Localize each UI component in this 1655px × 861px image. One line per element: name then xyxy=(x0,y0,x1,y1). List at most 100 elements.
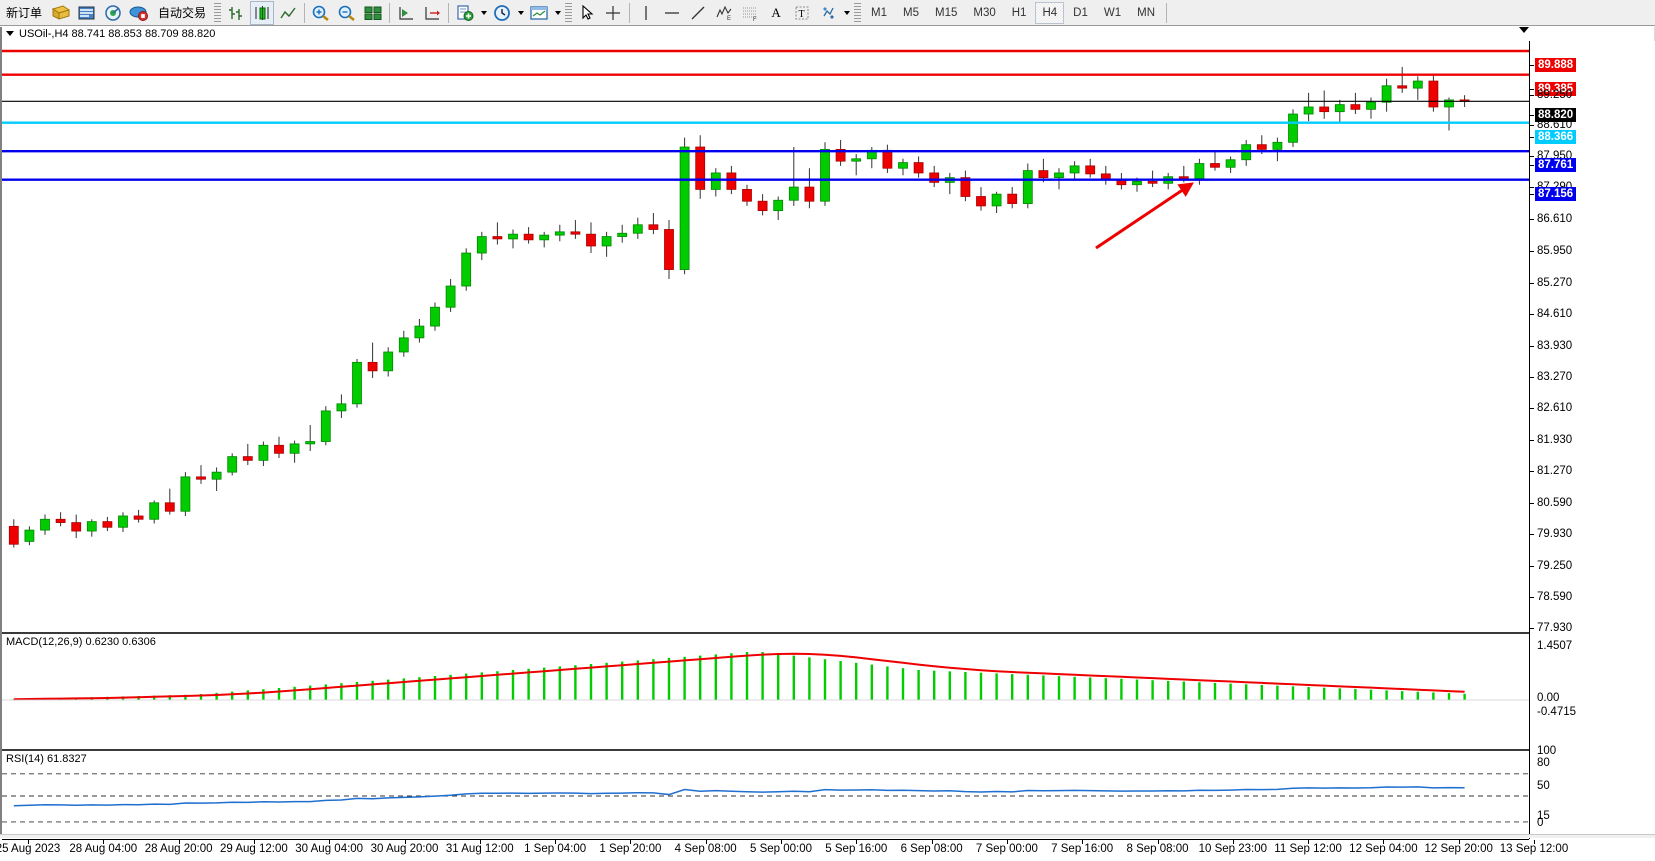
price-axis-label: 81.270 xyxy=(1537,465,1573,478)
templates-icon[interactable] xyxy=(527,1,551,25)
toolbar-group-charttype xyxy=(223,0,301,26)
price-tick xyxy=(1530,376,1534,378)
vline-icon[interactable] xyxy=(634,1,658,25)
new-order-button[interactable]: 新订单 xyxy=(1,1,47,25)
time-axis-label: 31 Aug 12:00 xyxy=(445,843,514,855)
price-tick xyxy=(1530,193,1534,195)
toolbar-separator xyxy=(448,2,450,23)
price-tick xyxy=(1530,219,1534,221)
price-tick xyxy=(1530,597,1534,599)
toolbar-grip[interactable] xyxy=(565,2,573,23)
indicators-dropdown-arrow[interactable] xyxy=(478,1,489,25)
time-axis-label: 28 Aug 20:00 xyxy=(144,843,213,855)
time-axis-label: 11 Sep 12:00 xyxy=(1274,843,1342,855)
rsi-axis-label: 50 xyxy=(1537,780,1550,792)
time-axis-label: 29 Aug 12:00 xyxy=(219,843,288,855)
collapse-caret-icon[interactable] xyxy=(1519,27,1529,33)
templates-dropdown-arrow[interactable] xyxy=(552,1,563,25)
autotrade-button[interactable]: 自动交易 xyxy=(153,1,211,25)
price-level-badge[interactable]: 88.366 xyxy=(1535,129,1577,144)
price-tick xyxy=(1530,566,1534,568)
time-axis-label: 30 Aug 20:00 xyxy=(370,843,439,855)
price-level-badge[interactable]: 89.385 xyxy=(1535,81,1577,96)
time-axis-label: 25 Aug 2023 xyxy=(0,843,61,855)
objects-dropdown-arrow[interactable] xyxy=(841,1,852,25)
elliott-wave-icon[interactable]: E xyxy=(712,1,736,25)
price-axis[interactable]: 89.888 89.385 89.250 88.820 88.610 88.366 87.9… xyxy=(1529,41,1655,839)
timeframe-h4[interactable]: H4 xyxy=(1035,1,1065,24)
toolbar-separator xyxy=(304,2,306,23)
timeframe-h1[interactable]: H1 xyxy=(1011,6,1027,19)
time-axis-label: 7 Sep 00:00 xyxy=(975,843,1038,855)
price-tick xyxy=(1530,125,1534,127)
timeframe-mn[interactable]: MN xyxy=(1137,6,1155,19)
price-tick xyxy=(1530,64,1534,66)
price-pane[interactable] xyxy=(2,41,1529,630)
time-axis-label: 1 Sep 04:00 xyxy=(524,843,587,855)
toolbar-grip[interactable] xyxy=(854,2,862,23)
price-tick xyxy=(1530,165,1534,167)
wallet-icon[interactable] xyxy=(49,1,73,25)
period-dropdown-arrow[interactable] xyxy=(515,1,526,25)
toolbar-separator xyxy=(629,2,631,23)
chart-shift-icon[interactable] xyxy=(420,1,444,25)
price-tick xyxy=(1530,407,1534,409)
price-tick xyxy=(1530,282,1534,284)
indicators-icon[interactable] xyxy=(453,1,477,25)
price-level-badge[interactable]: 89.888 xyxy=(1535,57,1577,72)
price-axis-label: 79.250 xyxy=(1537,560,1573,573)
timeframe-m15[interactable]: M15 xyxy=(935,6,958,19)
price-tick xyxy=(1530,136,1534,138)
zoom-in-icon[interactable] xyxy=(309,1,333,25)
terminal-icon[interactable] xyxy=(75,1,99,25)
time-axis-label: 1 Sep 20:00 xyxy=(599,843,662,855)
text-label-icon[interactable]: T xyxy=(790,1,814,25)
crosshair-icon[interactable] xyxy=(601,1,625,25)
timeframe-m30[interactable]: M30 xyxy=(973,6,996,19)
price-tick xyxy=(1530,187,1534,189)
toolbar-grip[interactable] xyxy=(214,2,222,23)
zoom-out-icon[interactable] xyxy=(335,1,359,25)
cursor-icon[interactable] xyxy=(575,1,599,25)
time-axis-label: 8 Sep 08:00 xyxy=(1126,843,1189,855)
time-axis[interactable]: 25 Aug 2023 28 Aug 04:00 28 Aug 20:00 29 Au… xyxy=(0,839,1568,861)
price-axis-label: 83.930 xyxy=(1537,339,1573,352)
autotrade-icon[interactable] xyxy=(127,1,151,25)
rsi-axis-label: 80 xyxy=(1537,757,1550,769)
tile-windows-icon[interactable] xyxy=(361,1,385,25)
rsi-axis-label: 15 xyxy=(1537,810,1550,822)
price-level-badge[interactable]: 87.156 xyxy=(1535,186,1577,201)
time-axis-label: 13 Sep 12:00 xyxy=(1499,843,1569,855)
price-axis-label: 84.610 xyxy=(1537,307,1573,320)
period-icon[interactable] xyxy=(490,1,514,25)
time-axis-label: 7 Sep 16:00 xyxy=(1051,843,1114,855)
fibonacci-icon[interactable]: F xyxy=(738,1,762,25)
arrow-annotation-icon xyxy=(1095,182,1194,250)
price-axis-label: 88.610 xyxy=(1537,119,1573,132)
line-chart-icon[interactable] xyxy=(276,1,300,25)
candlestick-chart-icon[interactable] xyxy=(250,0,275,25)
text-icon[interactable]: A xyxy=(771,4,781,20)
price-level-badge[interactable]: 88.820 xyxy=(1535,108,1577,123)
macd-axis-label: -0.4715 xyxy=(1537,706,1577,718)
chart-menu-caret-icon[interactable] xyxy=(6,31,14,36)
chart-window[interactable]: USOil-,H4 88.741 88.853 88.709 88.820 MA… xyxy=(0,27,1655,861)
time-axis-label: 4 Sep 08:00 xyxy=(674,843,737,855)
macd-pane[interactable]: MACD(12,26,9) 0.6230 0.6306 xyxy=(2,632,1529,727)
objects-icon[interactable] xyxy=(816,1,840,25)
svg-text:E: E xyxy=(727,16,731,22)
timeframe-m1[interactable]: M1 xyxy=(871,6,888,19)
signals-icon[interactable] xyxy=(101,1,125,25)
price-level-badge[interactable]: 87.761 xyxy=(1535,158,1577,173)
time-axis-label: 30 Aug 04:00 xyxy=(295,843,364,855)
trendline-icon[interactable] xyxy=(686,1,710,25)
timeframe-w1[interactable]: W1 xyxy=(1103,6,1122,19)
price-tick xyxy=(1530,503,1534,505)
macd-axis-label: 0.00 xyxy=(1537,692,1560,704)
timeframe-d1[interactable]: D1 xyxy=(1073,6,1088,19)
timeframe-m5[interactable]: M5 xyxy=(903,6,919,19)
scroll-end-icon[interactable] xyxy=(394,1,418,25)
bar-chart-icon[interactable] xyxy=(224,1,248,25)
hline-icon[interactable] xyxy=(660,1,684,25)
rsi-pane[interactable]: RSI(14) 61.8327 xyxy=(2,749,1529,839)
